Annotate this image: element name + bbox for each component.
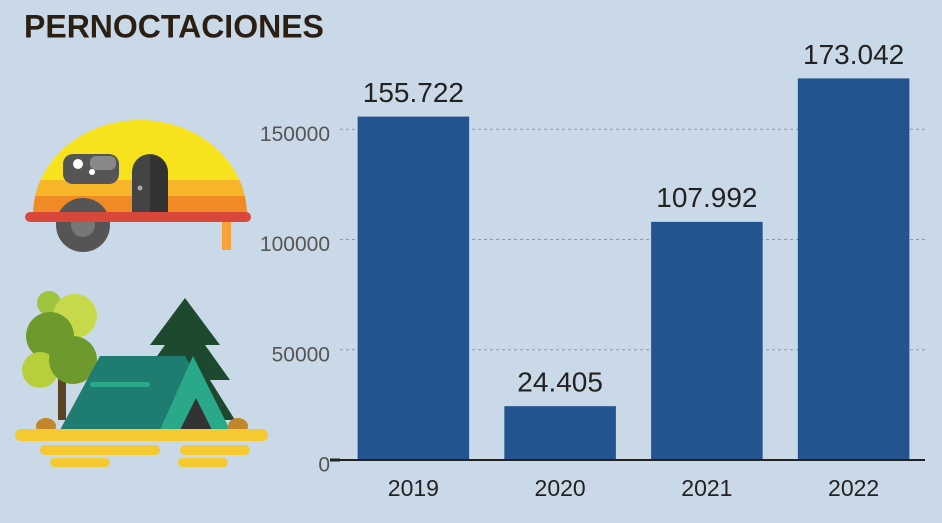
- y-tick-label: 50000: [272, 343, 330, 366]
- value-label: 107.992: [656, 182, 757, 213]
- value-label: 24.405: [517, 367, 603, 398]
- value-label: 173.042: [803, 39, 904, 70]
- y-tick-label: 150000: [260, 123, 330, 146]
- y-tick-label: 100000: [260, 233, 330, 256]
- bar: [651, 221, 763, 460]
- x-tick-label: 2020: [535, 475, 586, 501]
- x-tick-label: 2019: [388, 475, 439, 501]
- bar: [357, 116, 470, 460]
- value-label: 155.722: [363, 77, 464, 108]
- bar: [797, 78, 910, 460]
- bar: [504, 406, 616, 460]
- x-tick-label: 2022: [828, 475, 879, 501]
- x-tick-label: 2021: [681, 475, 732, 501]
- camping-illustration: [15, 291, 268, 467]
- chart-title: PERNOCTACIONES: [24, 8, 324, 44]
- y-tick-label: 0: [318, 454, 330, 477]
